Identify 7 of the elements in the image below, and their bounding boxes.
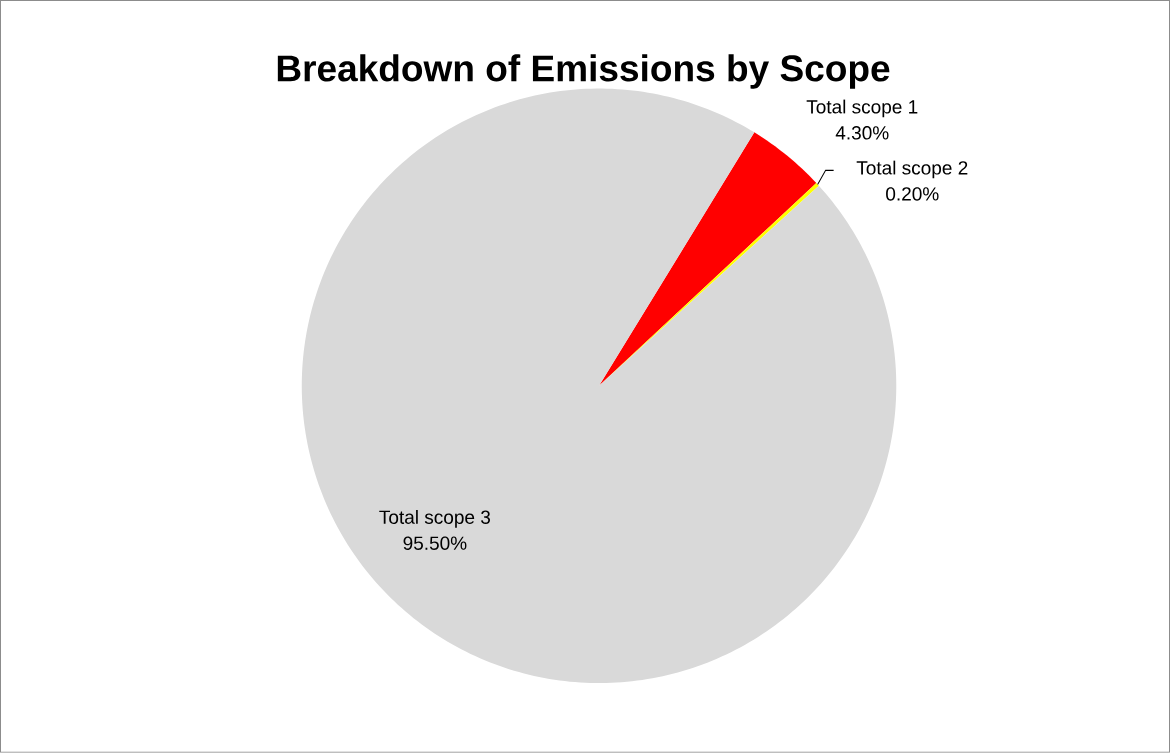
slice-label: Total scope 1 — [806, 99, 918, 118]
data-label: 0.20% — [886, 187, 939, 201]
chart-title: Breakdown of Emissions by Scope — [277, 54, 890, 89]
slice-label: Total scope 3 — [379, 510, 491, 528]
data-label: 95.50% — [403, 536, 467, 551]
data-label: 4.30% — [835, 126, 889, 140]
slice-label: Total scope 2 — [856, 160, 968, 179]
